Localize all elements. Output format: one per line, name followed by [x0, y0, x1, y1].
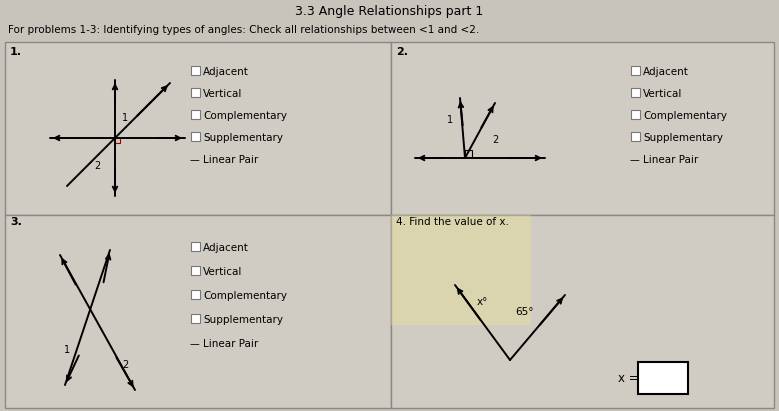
Bar: [631, 132, 640, 141]
Text: 4. Find the value of x.: 4. Find the value of x.: [396, 217, 509, 227]
Text: Adjacent: Adjacent: [203, 67, 249, 77]
Bar: [191, 290, 200, 299]
Text: Supplementary: Supplementary: [203, 133, 283, 143]
Bar: [191, 110, 200, 119]
Text: 2: 2: [122, 360, 128, 370]
Text: Supplementary: Supplementary: [643, 133, 723, 143]
Bar: [631, 110, 640, 119]
Text: 2.: 2.: [396, 47, 408, 57]
Text: Complementary: Complementary: [203, 111, 287, 121]
Bar: [631, 88, 640, 97]
Text: Vertical: Vertical: [203, 89, 242, 99]
Text: Vertical: Vertical: [643, 89, 682, 99]
Text: For problems 1-3: Identifying types of angles: Check all relationships between <: For problems 1-3: Identifying types of a…: [8, 25, 479, 35]
Text: Adjacent: Adjacent: [643, 67, 689, 77]
Text: Adjacent: Adjacent: [203, 243, 249, 253]
Text: Complementary: Complementary: [643, 111, 727, 121]
Text: 2: 2: [94, 161, 100, 171]
Text: 3.: 3.: [10, 217, 22, 227]
Bar: [191, 88, 200, 97]
Bar: [465, 150, 472, 157]
Text: Linear Pair: Linear Pair: [203, 155, 259, 165]
Text: Linear Pair: Linear Pair: [643, 155, 698, 165]
Bar: [5, 215, 391, 408]
Bar: [638, 362, 688, 394]
Text: 3.3 Angle Relationships part 1: 3.3 Angle Relationships part 1: [295, 5, 483, 18]
Bar: [5, 42, 391, 215]
Text: x =: x =: [618, 372, 639, 385]
Bar: [631, 66, 640, 75]
Text: —: —: [189, 155, 199, 165]
Text: 2: 2: [492, 135, 498, 145]
Bar: [115, 138, 120, 143]
Text: 65°: 65°: [516, 307, 534, 317]
Text: 1: 1: [447, 115, 453, 125]
Text: Supplementary: Supplementary: [203, 315, 283, 325]
Text: x°: x°: [476, 297, 488, 307]
Bar: [191, 314, 200, 323]
Text: 1.: 1.: [10, 47, 22, 57]
Bar: [391, 215, 774, 408]
Text: Linear Pair: Linear Pair: [203, 339, 259, 349]
Text: —: —: [189, 339, 199, 349]
Bar: [391, 42, 774, 215]
Bar: [191, 66, 200, 75]
Bar: [391, 215, 531, 325]
Bar: [191, 132, 200, 141]
Text: —: —: [629, 155, 639, 165]
Text: Complementary: Complementary: [203, 291, 287, 301]
Text: Vertical: Vertical: [203, 267, 242, 277]
Text: 1: 1: [122, 113, 128, 123]
Bar: [191, 266, 200, 275]
Bar: [191, 242, 200, 251]
Text: 1: 1: [64, 345, 70, 355]
